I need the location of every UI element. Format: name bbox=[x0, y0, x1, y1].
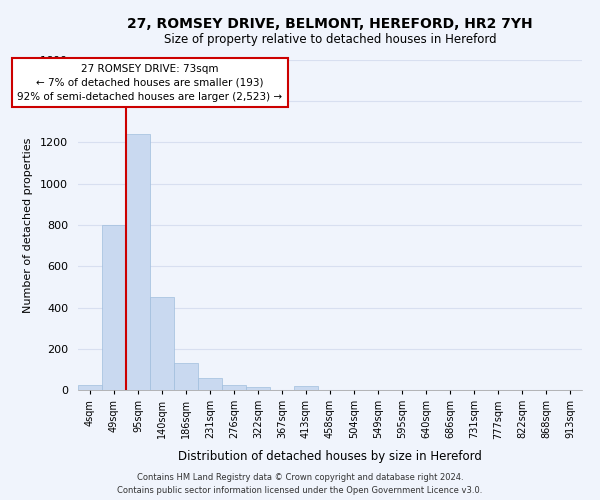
Bar bbox=[150, 297, 174, 390]
Bar bbox=[78, 385, 102, 390]
Bar bbox=[222, 385, 246, 390]
Text: Contains HM Land Registry data © Crown copyright and database right 2024.
Contai: Contains HM Land Registry data © Crown c… bbox=[118, 474, 482, 495]
Bar bbox=[174, 363, 198, 390]
Y-axis label: Number of detached properties: Number of detached properties bbox=[23, 138, 33, 312]
Bar bbox=[246, 387, 270, 390]
Text: 27, ROMSEY DRIVE, BELMONT, HEREFORD, HR2 7YH: 27, ROMSEY DRIVE, BELMONT, HEREFORD, HR2… bbox=[127, 18, 533, 32]
Bar bbox=[126, 134, 150, 390]
Text: 27 ROMSEY DRIVE: 73sqm
← 7% of detached houses are smaller (193)
92% of semi-det: 27 ROMSEY DRIVE: 73sqm ← 7% of detached … bbox=[17, 64, 283, 102]
X-axis label: Distribution of detached houses by size in Hereford: Distribution of detached houses by size … bbox=[178, 450, 482, 462]
Text: Size of property relative to detached houses in Hereford: Size of property relative to detached ho… bbox=[164, 32, 496, 46]
Bar bbox=[198, 378, 222, 390]
Bar bbox=[294, 386, 318, 390]
Bar bbox=[102, 225, 126, 390]
